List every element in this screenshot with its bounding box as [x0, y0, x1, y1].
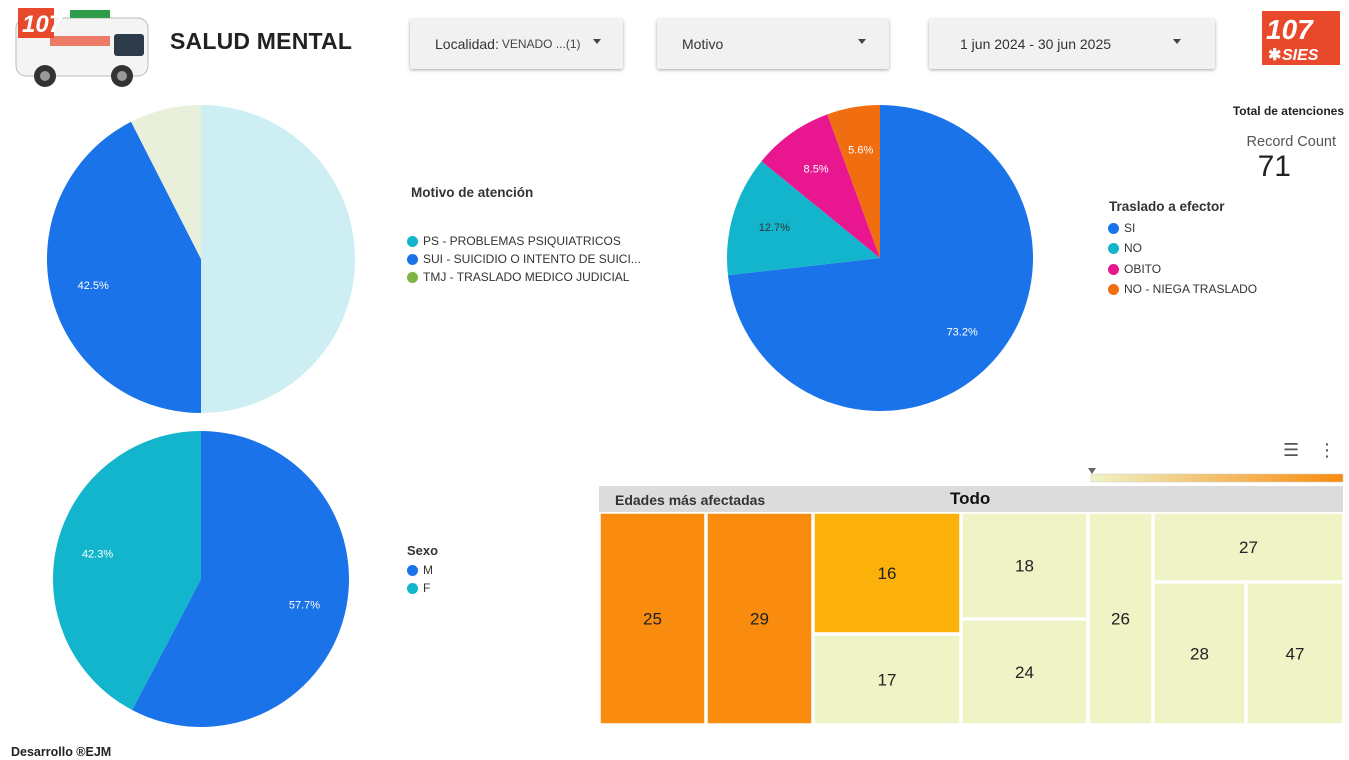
treemap-root-label: Todo [950, 489, 991, 508]
legend-dot [407, 271, 418, 283]
pie1-label-1: 12.7% [759, 222, 790, 234]
treemap-label-2: 16 [878, 564, 897, 583]
logo-subtext: SIES [1282, 47, 1319, 64]
legend-dot [1108, 263, 1119, 275]
legend-item-tmj[interactable]: TMJ - TRASLADO MEDICO JUDICIAL [407, 270, 629, 284]
kpi-heading: Total de atenciones [1232, 104, 1344, 118]
pie2-label-1: 42.3% [82, 548, 113, 560]
treemap-cell-7[interactable] [1153, 512, 1344, 582]
pie1-label-0: 73.2% [947, 326, 978, 338]
treemap-cell-3[interactable] [813, 634, 961, 725]
legend-item-m[interactable]: M [407, 563, 433, 577]
filter-date-range-label: 1 jun 2024 - 30 jun 2025 [960, 36, 1112, 52]
footer-credit: Desarrollo ®EJM [11, 745, 112, 759]
traslado-legend-title: Traslado a efector [1109, 199, 1225, 214]
pie0-slice-1[interactable] [46, 121, 202, 413]
treemap-label-9: 47 [1286, 645, 1305, 664]
legend-item-sui[interactable]: SUI - SUICIDIO O INTENTO DE SUICI... [407, 252, 641, 266]
legend-dot [407, 564, 418, 576]
pie2-slice-1[interactable] [53, 431, 201, 711]
svg-text:107: 107 [22, 11, 64, 38]
treemap-label-3: 17 [878, 671, 897, 690]
pie1-slice-3[interactable] [827, 105, 880, 258]
treemap-label-1: 29 [750, 610, 769, 629]
brand-logo-icon: 107 SIES ✱ [1262, 11, 1340, 65]
treemap-cell-9[interactable] [1246, 582, 1344, 725]
pie0-slice-0[interactable] [201, 105, 355, 413]
treemap-cell-5[interactable] [961, 619, 1088, 725]
treemap-label-7: 27 [1239, 538, 1258, 557]
legend-dot [407, 582, 418, 594]
treemap-cell-6[interactable] [1088, 512, 1153, 725]
pie1-slice-0[interactable] [727, 105, 1033, 412]
legend-item-niega[interactable]: NO - NIEGA TRASLADO [1108, 282, 1257, 296]
filter-date-range[interactable]: 1 jun 2024 - 30 jun 2025 [929, 19, 1215, 69]
sexo-legend-title: Sexo [407, 543, 439, 558]
legend-dot [407, 253, 418, 265]
treemap-cell-1[interactable] [706, 512, 813, 725]
filter-localidad-value: VENADO ...(1) [501, 37, 581, 51]
legend-item-obito[interactable]: OBITO [1108, 262, 1161, 276]
legend-dot [1108, 242, 1119, 254]
motivo-legend-title: Motivo de atención [411, 185, 534, 200]
pie0-label-1: 42.5% [78, 280, 109, 292]
pie2-slice-0[interactable] [132, 431, 350, 727]
page-title: SALUD MENTAL [170, 28, 353, 54]
legend-dot [1108, 222, 1119, 234]
more-options-icon[interactable]: ⋮ [1318, 440, 1336, 460]
filter-localidad[interactable]: Localidad: VENADO ...(1) [410, 19, 623, 69]
treemap-cell-0[interactable] [599, 512, 706, 725]
kpi-label: Record Count [1246, 134, 1336, 150]
chevron-down-icon [1173, 39, 1181, 44]
filter-motivo[interactable]: Motivo [657, 19, 889, 69]
color-scale-bar [1088, 468, 1344, 483]
legend-dot [407, 235, 418, 247]
treemap-cell-4[interactable] [961, 512, 1088, 619]
pie2-label-0: 57.7% [289, 600, 320, 612]
treemap-cell-8[interactable] [1153, 582, 1246, 725]
pie1-slice-1[interactable] [726, 161, 880, 276]
pie1-label-2: 8.5% [804, 163, 829, 175]
filter-motivo-label: Motivo [682, 36, 724, 52]
treemap-label-5: 24 [1015, 663, 1034, 682]
chevron-down-icon [593, 39, 601, 44]
pie1-label-3: 5.6% [848, 145, 873, 157]
treemap-label-6: 26 [1111, 610, 1130, 629]
legend-dot [1108, 283, 1119, 295]
treemap-cell-2[interactable] [813, 512, 961, 634]
legend-item-no[interactable]: NO [1108, 241, 1142, 255]
chevron-down-icon [858, 39, 866, 44]
treemap-label-0: 25 [643, 610, 662, 629]
treemap-title: Edades más afectadas [615, 492, 766, 508]
legend-item-ps[interactable]: PS - PROBLEMAS PSIQUIATRICOS [407, 234, 621, 248]
treemap-label-8: 28 [1190, 645, 1209, 664]
filter-localidad-label: Localidad: [435, 36, 499, 52]
treemap-label-4: 18 [1015, 557, 1034, 576]
svg-text:✱: ✱ [1268, 47, 1281, 64]
pie1-slice-2[interactable] [761, 114, 880, 258]
logo-text: 107 [1266, 14, 1314, 45]
pie0-slice-2[interactable] [131, 105, 201, 259]
filter-icon[interactable]: ☰ [1283, 440, 1300, 460]
ambulance-logo-icon: 107 [15, 8, 149, 87]
kpi-value: 71 [1257, 150, 1291, 183]
legend-item-f[interactable]: F [407, 581, 430, 595]
treemap-header [599, 486, 1343, 512]
legend-item-si[interactable]: SI [1108, 221, 1135, 235]
